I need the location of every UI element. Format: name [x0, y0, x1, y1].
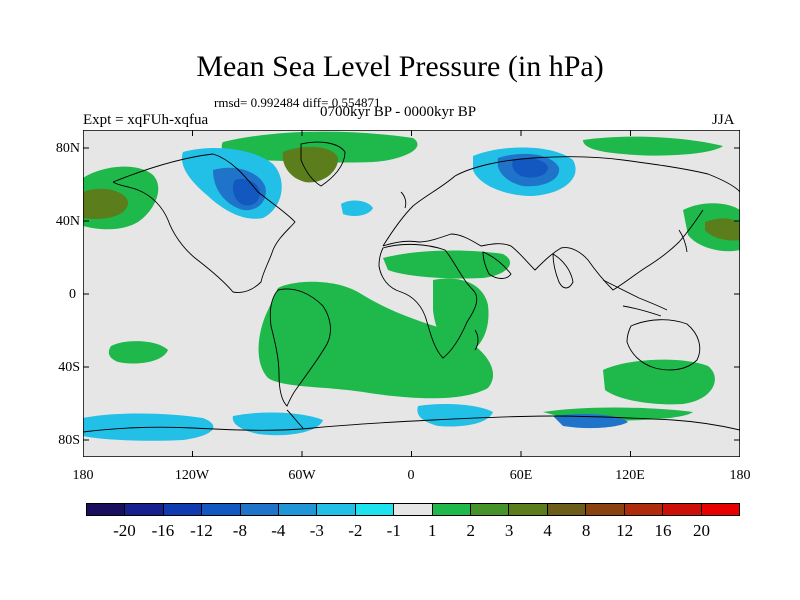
- coast-japan: [678, 229, 688, 253]
- y-label-80s: 80S: [58, 433, 80, 448]
- africa-south: [433, 278, 489, 355]
- colorbar-label: 1: [427, 521, 437, 540]
- x-label-60e: 60E: [509, 468, 533, 483]
- colorbar: [86, 503, 740, 516]
- x-label-120e: 120E: [615, 468, 645, 483]
- colorbar-swatch: [701, 504, 739, 515]
- coast-antarctica: [83, 415, 740, 433]
- colorbar-label: -2: [348, 521, 363, 540]
- coast-north-america: [112, 153, 296, 293]
- siberia-low-core: [512, 158, 548, 178]
- colorbar-swatch: [663, 504, 702, 515]
- colorbar-label: -20: [113, 521, 136, 540]
- colorbar-swatch: [202, 504, 241, 515]
- coast-southeast-asia: [602, 279, 668, 317]
- atlantic-low-small: [341, 200, 373, 216]
- y-label-40n: 40N: [55, 214, 80, 229]
- x-label-0: 0: [407, 468, 415, 483]
- coast-india: [552, 253, 574, 289]
- north-africa-band: [383, 250, 511, 279]
- colorbar-label: 3: [504, 521, 514, 540]
- colorbar-swatch: [432, 504, 472, 515]
- colorbar-label: 8: [581, 521, 591, 540]
- colorbar-swatch: [87, 504, 126, 515]
- colorbar-label: 20: [693, 521, 711, 540]
- colorbar-swatch: [125, 504, 164, 515]
- stats-line: rmsd= 0.992484 diff= 0.554871: [214, 95, 381, 110]
- antarctic-low-central: [417, 404, 493, 427]
- coast-madagascar: [474, 329, 479, 351]
- arctic-band: [221, 131, 418, 163]
- coastlines: [83, 141, 740, 433]
- plot-title: Mean Sea Level Pressure (in hPa): [196, 50, 604, 83]
- y-label-0: 0: [69, 287, 76, 302]
- positive-anomaly-regions: [83, 131, 740, 421]
- season-label: JJA: [712, 112, 735, 128]
- colorbar-label: -12: [190, 521, 213, 540]
- coast-eurasia: [382, 156, 740, 291]
- period-label: 0700kyr BP - 0000kyr BP: [320, 104, 477, 120]
- south-atlantic: [258, 281, 494, 399]
- indian-ocean-south: [603, 359, 715, 405]
- coast-greenland: [300, 141, 346, 187]
- negative-anomaly-regions: [83, 147, 628, 441]
- experiment-label: Expt = xqFUh-xqfua: [83, 112, 209, 128]
- colorbar-label: -16: [151, 521, 175, 540]
- axis-ticks: [83, 130, 740, 457]
- map-background: [83, 130, 740, 457]
- northwest-pacific-core: [705, 218, 740, 241]
- coast-africa: [378, 243, 478, 359]
- colorbar-label: 12: [616, 521, 634, 540]
- coast-australia: [626, 319, 701, 371]
- colorbar-label: -4: [271, 521, 286, 540]
- colorbar-swatch: [163, 504, 203, 515]
- coast-south-america: [269, 288, 331, 407]
- colorbar-label: -8: [232, 521, 247, 540]
- antarctic-low-west-2: [232, 412, 323, 436]
- x-label-180-west: 180: [72, 468, 94, 483]
- colorbar-swatch: [471, 504, 510, 515]
- colorbar-swatch: [394, 504, 433, 515]
- colorbar-label: 2: [466, 521, 475, 540]
- colorbar-swatch: [509, 504, 548, 515]
- colorbar-label: -3: [309, 521, 324, 540]
- x-label-60w: 60W: [288, 468, 316, 483]
- colorbar-swatch: [240, 504, 280, 515]
- east-pacific-south: [108, 341, 168, 364]
- colorbar-swatch: [586, 504, 625, 515]
- coast-antarctic-peninsula: [286, 409, 304, 429]
- coast-arabia: [482, 251, 512, 279]
- y-label-80n: 80N: [55, 141, 80, 156]
- pressure-difference-map: [83, 130, 740, 457]
- colorbar-label: 16: [654, 521, 672, 540]
- arctic-east: [583, 136, 723, 156]
- colorbar-swatch: [279, 504, 318, 515]
- pacific-high-west-core: [83, 188, 129, 220]
- greenland-core: [282, 146, 339, 183]
- y-label-40s: 40S: [58, 360, 80, 375]
- colorbar-swatch: [547, 504, 587, 515]
- colorbar-label: -1: [386, 521, 401, 540]
- colorbar-label: 4: [543, 521, 552, 540]
- coast-uk: [400, 191, 407, 209]
- colorbar-swatch: [624, 504, 664, 515]
- x-label-180-east: 180: [729, 468, 751, 483]
- colorbar-swatch: [355, 504, 395, 515]
- colorbar-swatch: [317, 504, 356, 515]
- x-label-120w: 120W: [174, 468, 210, 483]
